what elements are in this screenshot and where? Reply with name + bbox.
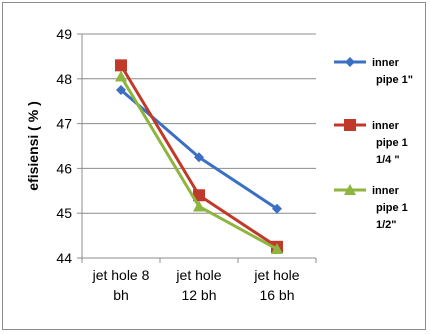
data-point (115, 70, 127, 82)
data-point (271, 243, 283, 255)
y-tick-label: 45 (56, 205, 72, 221)
y-axis-label: efisiensi ( % ) (25, 101, 41, 190)
data-point (272, 203, 282, 214)
data-point (116, 85, 126, 95)
y-tick-label: 44 (56, 250, 72, 266)
data-point (194, 152, 204, 163)
legend-label: inner pipe 1 1/4 " (372, 120, 408, 166)
data-point (193, 200, 205, 212)
data-point (193, 189, 205, 202)
legend-label: inner pipe 1 1/2" (372, 185, 408, 231)
y-tick-label: 46 (56, 160, 72, 176)
legend-marker (345, 57, 355, 67)
data-point (115, 59, 127, 72)
legend-label: inner pipe 1" (372, 57, 413, 86)
x-tick-label: jet hole 12 bh (175, 267, 221, 303)
y-tick-label: 48 (56, 71, 72, 87)
y-tick-label: 47 (56, 116, 72, 132)
legend-marker (344, 119, 356, 131)
x-tick-label: jet hole 16 bh (253, 267, 299, 303)
y-tick-label: 49 (56, 26, 72, 42)
x-tick-label: jet hole 8 bh (92, 267, 150, 303)
legend-marker (344, 184, 356, 195)
